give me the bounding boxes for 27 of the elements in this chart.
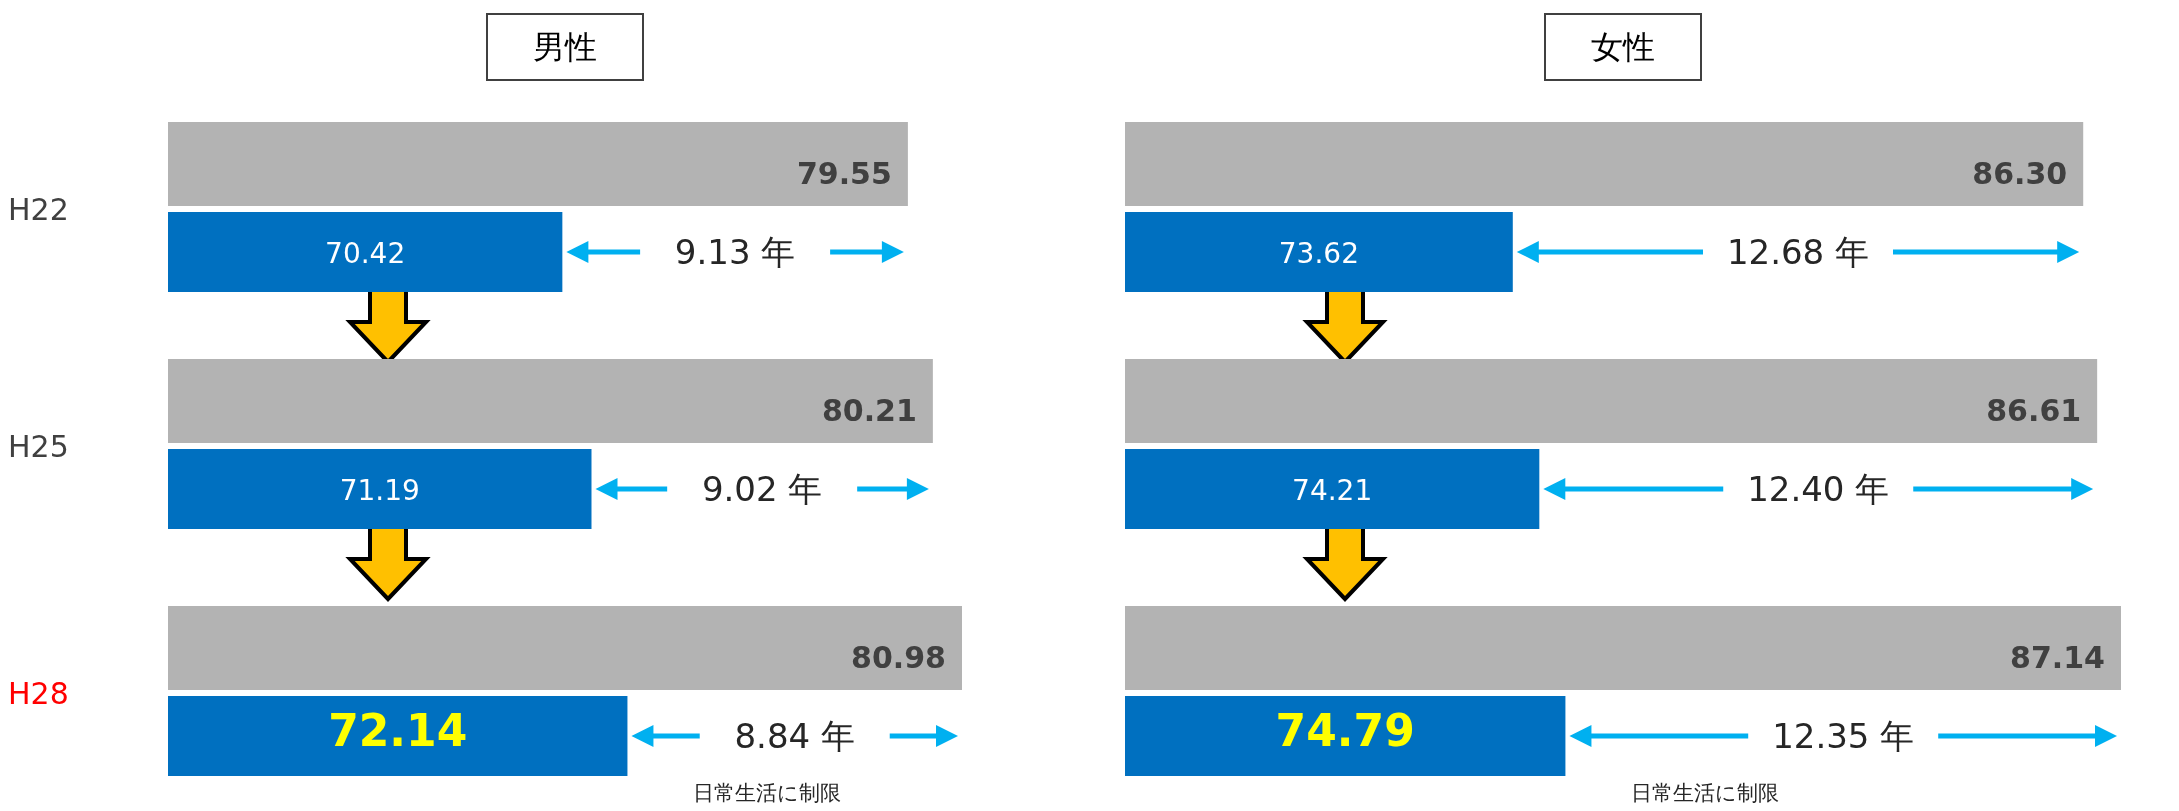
annotation: 8.84 年 bbox=[734, 716, 855, 756]
data-label: 80.21 bbox=[821, 393, 917, 428]
annotation: 12.35 年 bbox=[1772, 716, 1915, 756]
y-tick-label: H28 bbox=[8, 676, 69, 711]
chart-title: 女性 bbox=[1591, 28, 1655, 66]
data-label: 73.62 bbox=[1278, 237, 1359, 270]
title: 女性 bbox=[1544, 13, 1702, 81]
data-label: 71.19 bbox=[339, 474, 420, 507]
data-label: 86.30 bbox=[1972, 156, 2068, 191]
annotation: 9.13 年 bbox=[674, 232, 796, 272]
data-label: 80.98 bbox=[851, 640, 946, 675]
data-label: 86.61 bbox=[1986, 393, 2082, 428]
y-tick-label: H22 bbox=[8, 192, 69, 227]
annotation: 9.02 年 bbox=[701, 469, 823, 509]
annotation: 12.40 年 bbox=[1747, 469, 1890, 509]
title: 男性 bbox=[486, 13, 644, 81]
y-tick-label: H25 bbox=[8, 429, 69, 464]
data-label: 79.55 bbox=[796, 156, 892, 191]
data-label: 70.42 bbox=[325, 237, 406, 270]
data-label: 74.21 bbox=[1292, 474, 1373, 507]
annotation: 日常生活に制限 bbox=[693, 781, 842, 805]
data-label: 87.14 bbox=[2010, 640, 2105, 675]
chart-title: 男性 bbox=[533, 28, 597, 66]
annotation: 日常生活に制限 bbox=[1631, 781, 1780, 805]
data-label: 72.14 bbox=[328, 705, 468, 756]
annotation: 12.68 年 bbox=[1726, 232, 1870, 272]
data-label: 74.79 bbox=[1275, 705, 1415, 756]
